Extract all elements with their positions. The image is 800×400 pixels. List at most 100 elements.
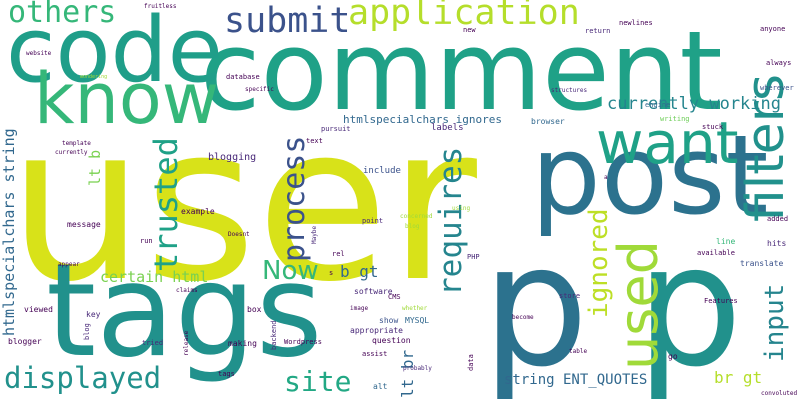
word-become: become [512,314,534,321]
word-blog-vertical: blog [83,323,91,340]
word-others: others [8,0,117,30]
word-now: Now [262,256,319,286]
word-rel: rel [332,250,345,258]
word-certain-html: certain html [100,268,209,286]
word-htmlspecialchars-ignores: htmlspecialchars ignores [343,113,502,126]
word-br-gt: br gt [714,368,763,387]
word-available: available [697,249,735,257]
word-making: making [228,339,257,348]
word-b-gt: b gt [340,262,379,281]
word-pursuit: pursuit [321,125,351,133]
word-whether: whether [402,305,428,312]
word-application: application [348,0,580,33]
word-site: site [284,365,352,398]
word-tags-small: tags [218,370,235,378]
word-assist: assist [362,350,388,358]
word-string-ent-quotes: string ENT_QUOTES [504,372,648,388]
word-lt-b: lt b [86,149,104,186]
word-tried: tried [142,339,164,347]
word-maybe: Maybe [311,225,318,244]
word-submit: submit [224,1,351,41]
word-writing: writing [660,115,690,123]
word-anyone: anyone [760,25,786,33]
word-fruitless: fruitless [144,3,177,10]
word-tags: tags [46,237,323,386]
word-blog: blog [405,223,420,230]
word-wondering: wondering [80,74,108,80]
word-know: know [34,58,219,140]
word-p-right: p [636,208,743,400]
word-appropriate: appropriate [350,326,403,335]
word-labels: labels [431,123,464,133]
word-table: table [569,348,588,355]
word-probably: probably [403,365,432,372]
word-viewed: viewed [24,305,53,314]
word-wordpress: Wordpress [284,338,322,346]
word-doesnt: Doesnt [228,231,250,238]
word-ignored: ignored [584,208,614,318]
word-message: message [67,220,101,229]
word-newlines: newlines [619,19,653,27]
word-process: process [277,135,312,262]
word-code: code [6,0,224,103]
word-convoluted: convoluted [761,390,798,397]
word-return: return [585,27,611,35]
word-database: database [226,73,260,81]
word-include: include [363,166,401,176]
word-backend: backend [270,320,278,350]
word-translate: translate [740,259,784,268]
word-post: post [531,111,769,239]
word-data: data [467,354,475,371]
word-box: box [247,305,262,314]
word-s: s [329,269,334,277]
word-alt: alt [373,382,388,391]
word-added: added [767,215,789,223]
word-htmlspecialchars-string: htmlspecialchars string [0,128,18,336]
word-comment: comment [200,7,723,135]
word-run: run [140,237,153,245]
word-currently: currently [55,149,88,156]
word-browser: browser [531,117,565,126]
word-input: input [760,283,790,362]
word-go: go [668,352,678,361]
word-wherever: wherever [760,84,794,92]
word-lt-br: lt br [398,349,417,398]
word-template: template [62,140,91,147]
word-used: used [607,240,670,370]
word-requires: requires [433,146,469,296]
word-example: example [181,207,215,216]
word-website: website [26,50,52,57]
word-always: always [766,59,792,67]
word-claims: claims [176,287,198,294]
word-specific: specific [245,86,274,93]
word-user: user [8,78,477,329]
word-question: question [372,336,411,345]
word-new: new [463,26,476,34]
word-features: Features [704,297,738,305]
word-displayed: displayed [4,361,162,395]
word-appear: appear [58,261,80,268]
word-currently-working: currently working [607,94,781,114]
word-stuck: stuck [702,123,724,131]
word-store: store [559,292,581,300]
word-hits: hits [767,239,787,248]
word-using: using [452,205,471,212]
word-line: line [716,237,736,246]
word-php: PHP [467,253,480,261]
word-concerned: concerned [400,213,433,220]
word-a: a [604,174,608,181]
word-blogger: blogger [8,337,42,346]
word-mysql: MYSQL [405,316,430,325]
word-software: software [354,287,393,296]
word-image: image [350,305,369,312]
word-release: release [183,330,190,356]
word-trusted: trusted [147,137,185,272]
word-structures: structures [551,87,588,94]
word-text: text [306,137,323,145]
word-engine: engine [645,101,671,109]
word-p-left: p [482,208,589,400]
word-cms: CMS [388,293,401,301]
word-point: point [362,217,384,225]
word-key: key [86,310,101,319]
